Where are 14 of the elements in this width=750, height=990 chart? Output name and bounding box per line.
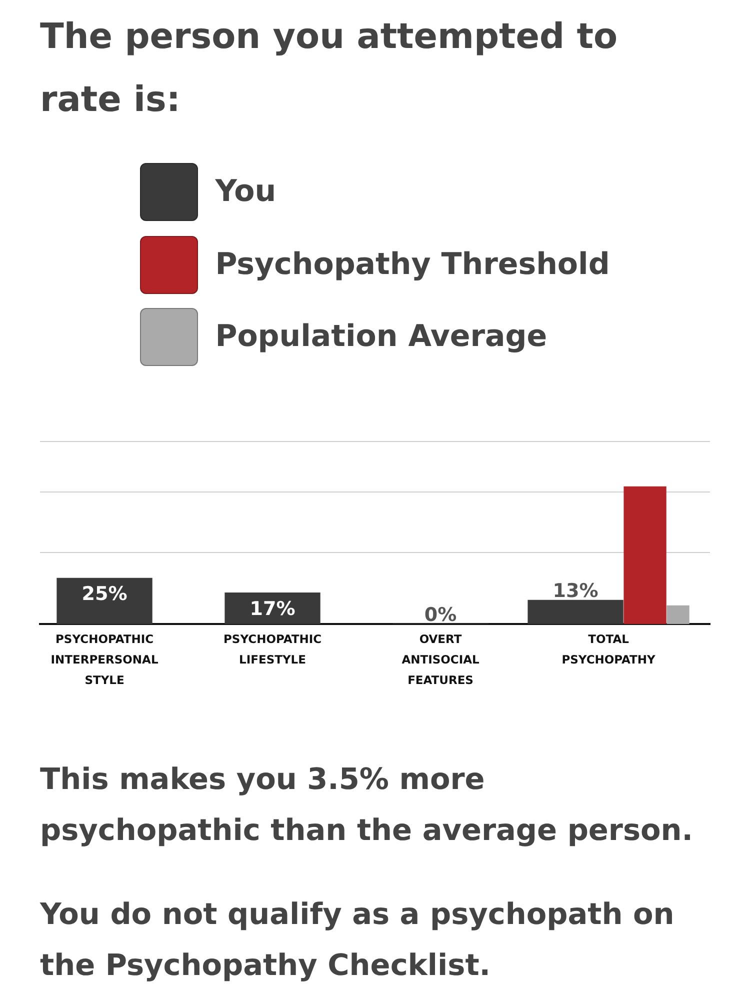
data-label: 25% <box>82 583 128 606</box>
data-label: 0% <box>424 604 457 626</box>
legend-label: Population Average <box>215 318 548 356</box>
legend-label: You <box>215 173 276 211</box>
data-label: 17% <box>250 598 296 620</box>
chart-title: The person you attempted to rate is: <box>40 16 619 122</box>
x-tick-label: PSYCHOPATHIC INTERPERSONAL STYLE <box>50 632 159 688</box>
x-tick-label: OVERT ANTISOCIAL FEATURES <box>402 632 480 688</box>
data-label: 13% <box>552 580 598 602</box>
text: You do not qualify as a psychopath on the Psychopathy Checklist. <box>40 896 676 984</box>
legend-label: Psychopathy Threshold <box>215 246 610 284</box>
x-tick-label: PSYCHOPATHIC LIFESTYLE <box>223 632 322 667</box>
text: This makes you 3.5% more psychopathic than the average person. <box>40 761 694 849</box>
x-tick-label: TOTAL PSYCHOPATHY <box>562 632 656 667</box>
